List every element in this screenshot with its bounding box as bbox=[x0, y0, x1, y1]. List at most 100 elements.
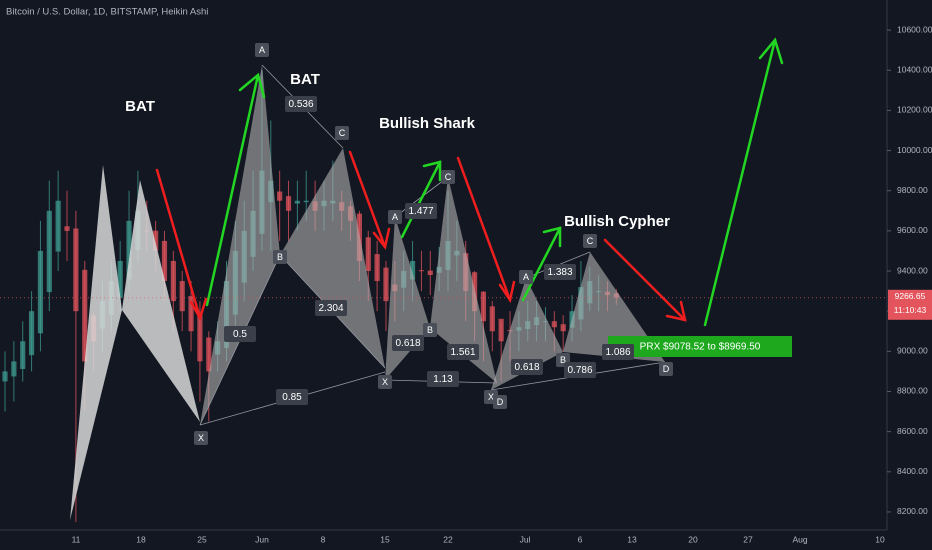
candle-body bbox=[161, 240, 168, 282]
red-arrows bbox=[155, 150, 687, 322]
x-tick-label: 20 bbox=[688, 534, 698, 544]
point-label: C bbox=[445, 172, 452, 182]
y-tick-label: 9600.00 bbox=[897, 225, 928, 235]
point-label: B bbox=[560, 355, 566, 365]
candle-body bbox=[20, 341, 26, 369]
point-label: D bbox=[663, 364, 670, 374]
point-label-box bbox=[335, 126, 349, 140]
candle-body bbox=[64, 226, 70, 231]
candle-body bbox=[73, 228, 79, 312]
ratio-label: 0.85 bbox=[282, 392, 302, 403]
ratio-label: 1.383 bbox=[547, 267, 572, 278]
candle-body bbox=[11, 361, 17, 377]
y-tick-label: 10000.00 bbox=[897, 145, 932, 155]
candle-body bbox=[480, 291, 487, 322]
point-label: X bbox=[198, 433, 204, 443]
point-label: X bbox=[382, 377, 388, 387]
x-tick-label: 11 bbox=[72, 534, 81, 544]
pattern-fill bbox=[491, 278, 563, 390]
ratio-label: 1.13 bbox=[433, 374, 453, 385]
point-label: B bbox=[277, 252, 283, 262]
ratio-box bbox=[447, 344, 479, 360]
x-tick-label: Aug bbox=[792, 534, 807, 544]
candle-body bbox=[551, 321, 557, 328]
ratio-box bbox=[276, 389, 308, 405]
point-label: C bbox=[339, 128, 346, 138]
ratio-box bbox=[511, 359, 543, 375]
candle-body bbox=[126, 220, 132, 280]
pattern-fill bbox=[563, 252, 665, 362]
candle-body bbox=[498, 318, 504, 342]
candle-body bbox=[418, 270, 425, 272]
ratio-box bbox=[285, 96, 317, 112]
candle-body bbox=[28, 311, 35, 356]
candle-body bbox=[82, 269, 88, 362]
x-tick-label: 10 bbox=[875, 534, 885, 544]
y-tick-label: 8200.00 bbox=[897, 506, 928, 516]
candle-body bbox=[427, 270, 433, 276]
point-label-box bbox=[519, 270, 533, 284]
prz-box bbox=[608, 336, 792, 357]
ratio-label: 0.618 bbox=[395, 338, 420, 349]
countdown: 11:10:43 bbox=[894, 305, 927, 315]
ratio-box bbox=[392, 335, 424, 351]
y-tick-label: 10200.00 bbox=[897, 105, 932, 115]
point-label-box bbox=[583, 234, 597, 248]
y-tick-label: 8600.00 bbox=[897, 426, 928, 436]
y-tick-label: 9000.00 bbox=[897, 346, 928, 356]
ratio-label: 0.5 bbox=[233, 329, 247, 340]
x-tick-label: 8 bbox=[321, 534, 326, 544]
x-tick-label: 15 bbox=[380, 534, 390, 544]
x-tick-label: 25 bbox=[197, 534, 207, 544]
candle-body bbox=[409, 260, 416, 280]
y-tick-label: 9800.00 bbox=[897, 185, 928, 195]
point-label-box bbox=[388, 210, 402, 224]
candle-body bbox=[188, 296, 194, 332]
candle-body bbox=[170, 260, 176, 302]
candle-body bbox=[277, 191, 283, 201]
point-label: A bbox=[523, 272, 529, 282]
candle-body bbox=[560, 324, 566, 332]
ratio-box bbox=[427, 371, 459, 387]
pattern-fill bbox=[70, 165, 122, 520]
pattern-fill bbox=[280, 148, 385, 368]
candle-body bbox=[46, 210, 52, 293]
ratio-box bbox=[602, 344, 634, 360]
point-label: A bbox=[259, 45, 265, 55]
y-tick-label: 8800.00 bbox=[897, 386, 928, 396]
pattern-name: BAT bbox=[125, 98, 155, 115]
point-label-box bbox=[273, 250, 287, 264]
candle-body bbox=[285, 196, 292, 211]
ratio-box bbox=[405, 203, 437, 219]
candle-body bbox=[153, 230, 159, 251]
y-tick-label: 9400.00 bbox=[897, 265, 928, 275]
candle-body bbox=[37, 250, 44, 334]
pattern-name: Bullish Cypher bbox=[564, 213, 670, 230]
candle-body bbox=[303, 200, 309, 203]
ratio-box bbox=[315, 300, 347, 316]
candle-body bbox=[197, 313, 203, 362]
ratio-box bbox=[564, 362, 596, 378]
point-label: X bbox=[488, 392, 494, 402]
last-price-tag bbox=[888, 289, 932, 320]
ratio-label: 0.618 bbox=[514, 362, 539, 373]
chart-title: Bitcoin / U.S. Dollar, 1D, BITSTAMP, Hei… bbox=[6, 7, 208, 18]
ratio-label: 0.786 bbox=[567, 365, 592, 376]
ratio-box bbox=[224, 326, 256, 342]
ratio-label: 0.536 bbox=[288, 99, 313, 110]
point-label-box bbox=[423, 323, 437, 337]
point-label: A bbox=[392, 212, 398, 222]
point-label: B bbox=[427, 325, 433, 335]
point-label-box bbox=[493, 395, 507, 409]
point-label-box bbox=[441, 170, 455, 184]
x-tick-label: 27 bbox=[743, 534, 753, 544]
candle-body bbox=[365, 237, 371, 272]
ratio-box bbox=[544, 264, 576, 280]
point-label-box bbox=[194, 431, 208, 445]
candle-body bbox=[117, 260, 123, 298]
x-tick-label: 13 bbox=[627, 534, 637, 544]
pattern-fill bbox=[122, 180, 200, 422]
point-label-box bbox=[659, 362, 673, 376]
prz-label: PRX $9078.52 to $8969.50 bbox=[640, 342, 761, 353]
